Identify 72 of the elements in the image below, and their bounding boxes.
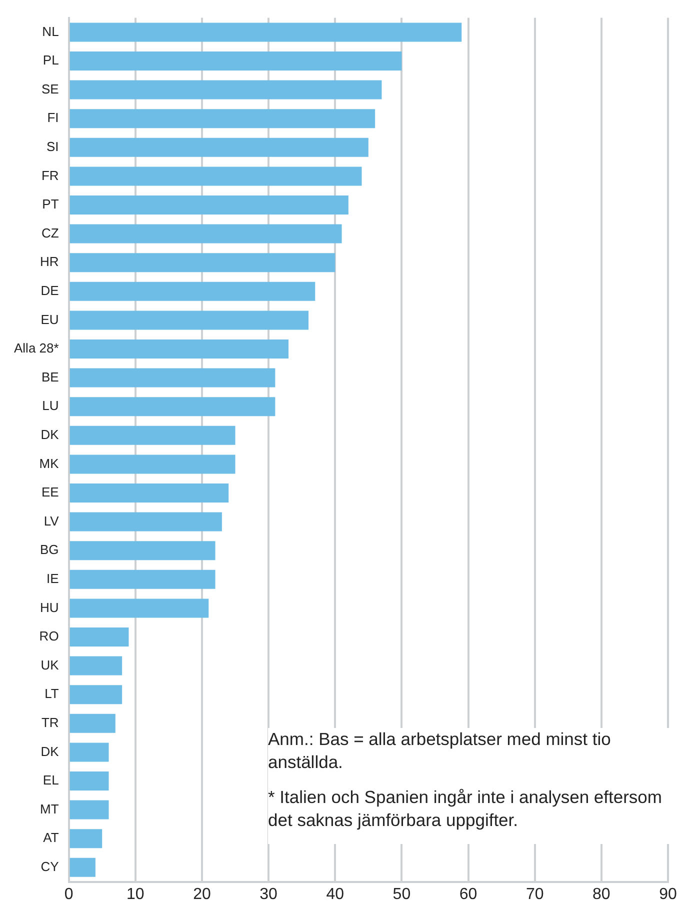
y-tick-label: PL xyxy=(42,52,59,68)
x-tick-label: 80 xyxy=(592,886,610,903)
y-tick-label: DK xyxy=(40,744,60,759)
bar xyxy=(70,80,382,100)
y-tick-label: NL xyxy=(42,24,59,39)
bar xyxy=(70,339,289,359)
bar xyxy=(70,195,348,215)
bar xyxy=(70,512,222,532)
x-tick-label: 50 xyxy=(392,886,411,903)
y-tick-label: PT xyxy=(42,196,59,212)
bar xyxy=(70,426,236,445)
bar xyxy=(70,483,229,503)
annotation: * Italien och Spanien ingår inte i analysen eftersom det saknas jämförbara uppgifter. xyxy=(268,786,663,832)
bar xyxy=(70,656,122,676)
y-tick-label: LT xyxy=(44,686,59,702)
y-tick-label: HU xyxy=(40,600,59,615)
y-tick-label: LV xyxy=(44,513,60,528)
x-tick-label: 60 xyxy=(459,886,478,903)
bar xyxy=(70,138,368,157)
bar xyxy=(70,166,362,186)
bar xyxy=(70,570,216,589)
y-tick-label: MT xyxy=(40,801,59,816)
bar xyxy=(70,282,316,301)
y-tick-label: BE xyxy=(41,369,60,384)
bar xyxy=(70,368,276,388)
y-tick-label: CZ xyxy=(41,225,59,240)
bar xyxy=(70,22,462,42)
bar xyxy=(70,742,109,762)
bar xyxy=(70,598,209,618)
bar xyxy=(70,829,102,848)
y-tick-label: TR xyxy=(41,714,59,730)
y-tick-label: UK xyxy=(40,657,60,672)
y-tick-label: EU xyxy=(40,312,59,327)
x-tick-label: 90 xyxy=(659,886,677,903)
y-tick-label: BG xyxy=(40,542,59,558)
x-tick-label: 30 xyxy=(260,886,278,903)
y-tick-label: EL xyxy=(42,772,59,788)
y-tick-label: MK xyxy=(39,456,60,471)
bar xyxy=(70,685,122,704)
y-tick-label: DK xyxy=(40,426,60,442)
bar xyxy=(70,714,116,733)
y-tick-label: LU xyxy=(42,398,59,414)
y-tick-label: CY xyxy=(40,858,60,874)
bar xyxy=(70,253,336,272)
bar xyxy=(70,51,402,71)
bar xyxy=(70,541,216,560)
y-tick-label: SI xyxy=(46,138,59,154)
y-tick-label: DE xyxy=(40,282,60,298)
bar xyxy=(70,109,376,128)
x-tick-label: 20 xyxy=(193,886,211,903)
y-tick-label: EE xyxy=(41,484,60,500)
x-tick-label: 0 xyxy=(64,886,74,903)
y-tick-label: IE xyxy=(46,570,60,586)
bar xyxy=(70,310,308,330)
annotation: Anm.: Bas = alla arbetsplatser med minst tio anställda. xyxy=(268,728,612,774)
x-tick-label: 70 xyxy=(526,886,544,903)
x-tick-label: 10 xyxy=(126,886,144,903)
x-tick-label: 40 xyxy=(326,886,344,903)
y-tick-label: SE xyxy=(41,81,60,96)
bar xyxy=(70,800,109,820)
bar xyxy=(70,397,276,416)
bar xyxy=(70,771,109,791)
y-tick-label: FR xyxy=(41,168,59,183)
bar xyxy=(70,224,342,244)
y-tick-label: Alla 28* xyxy=(14,340,59,356)
bar xyxy=(70,858,96,877)
y-tick-label: AT xyxy=(43,830,59,846)
bar xyxy=(70,454,236,474)
y-tick-label: RO xyxy=(39,628,59,644)
y-tick-label: FI xyxy=(47,110,59,126)
bar xyxy=(70,627,129,647)
y-tick-label: HR xyxy=(40,254,59,270)
